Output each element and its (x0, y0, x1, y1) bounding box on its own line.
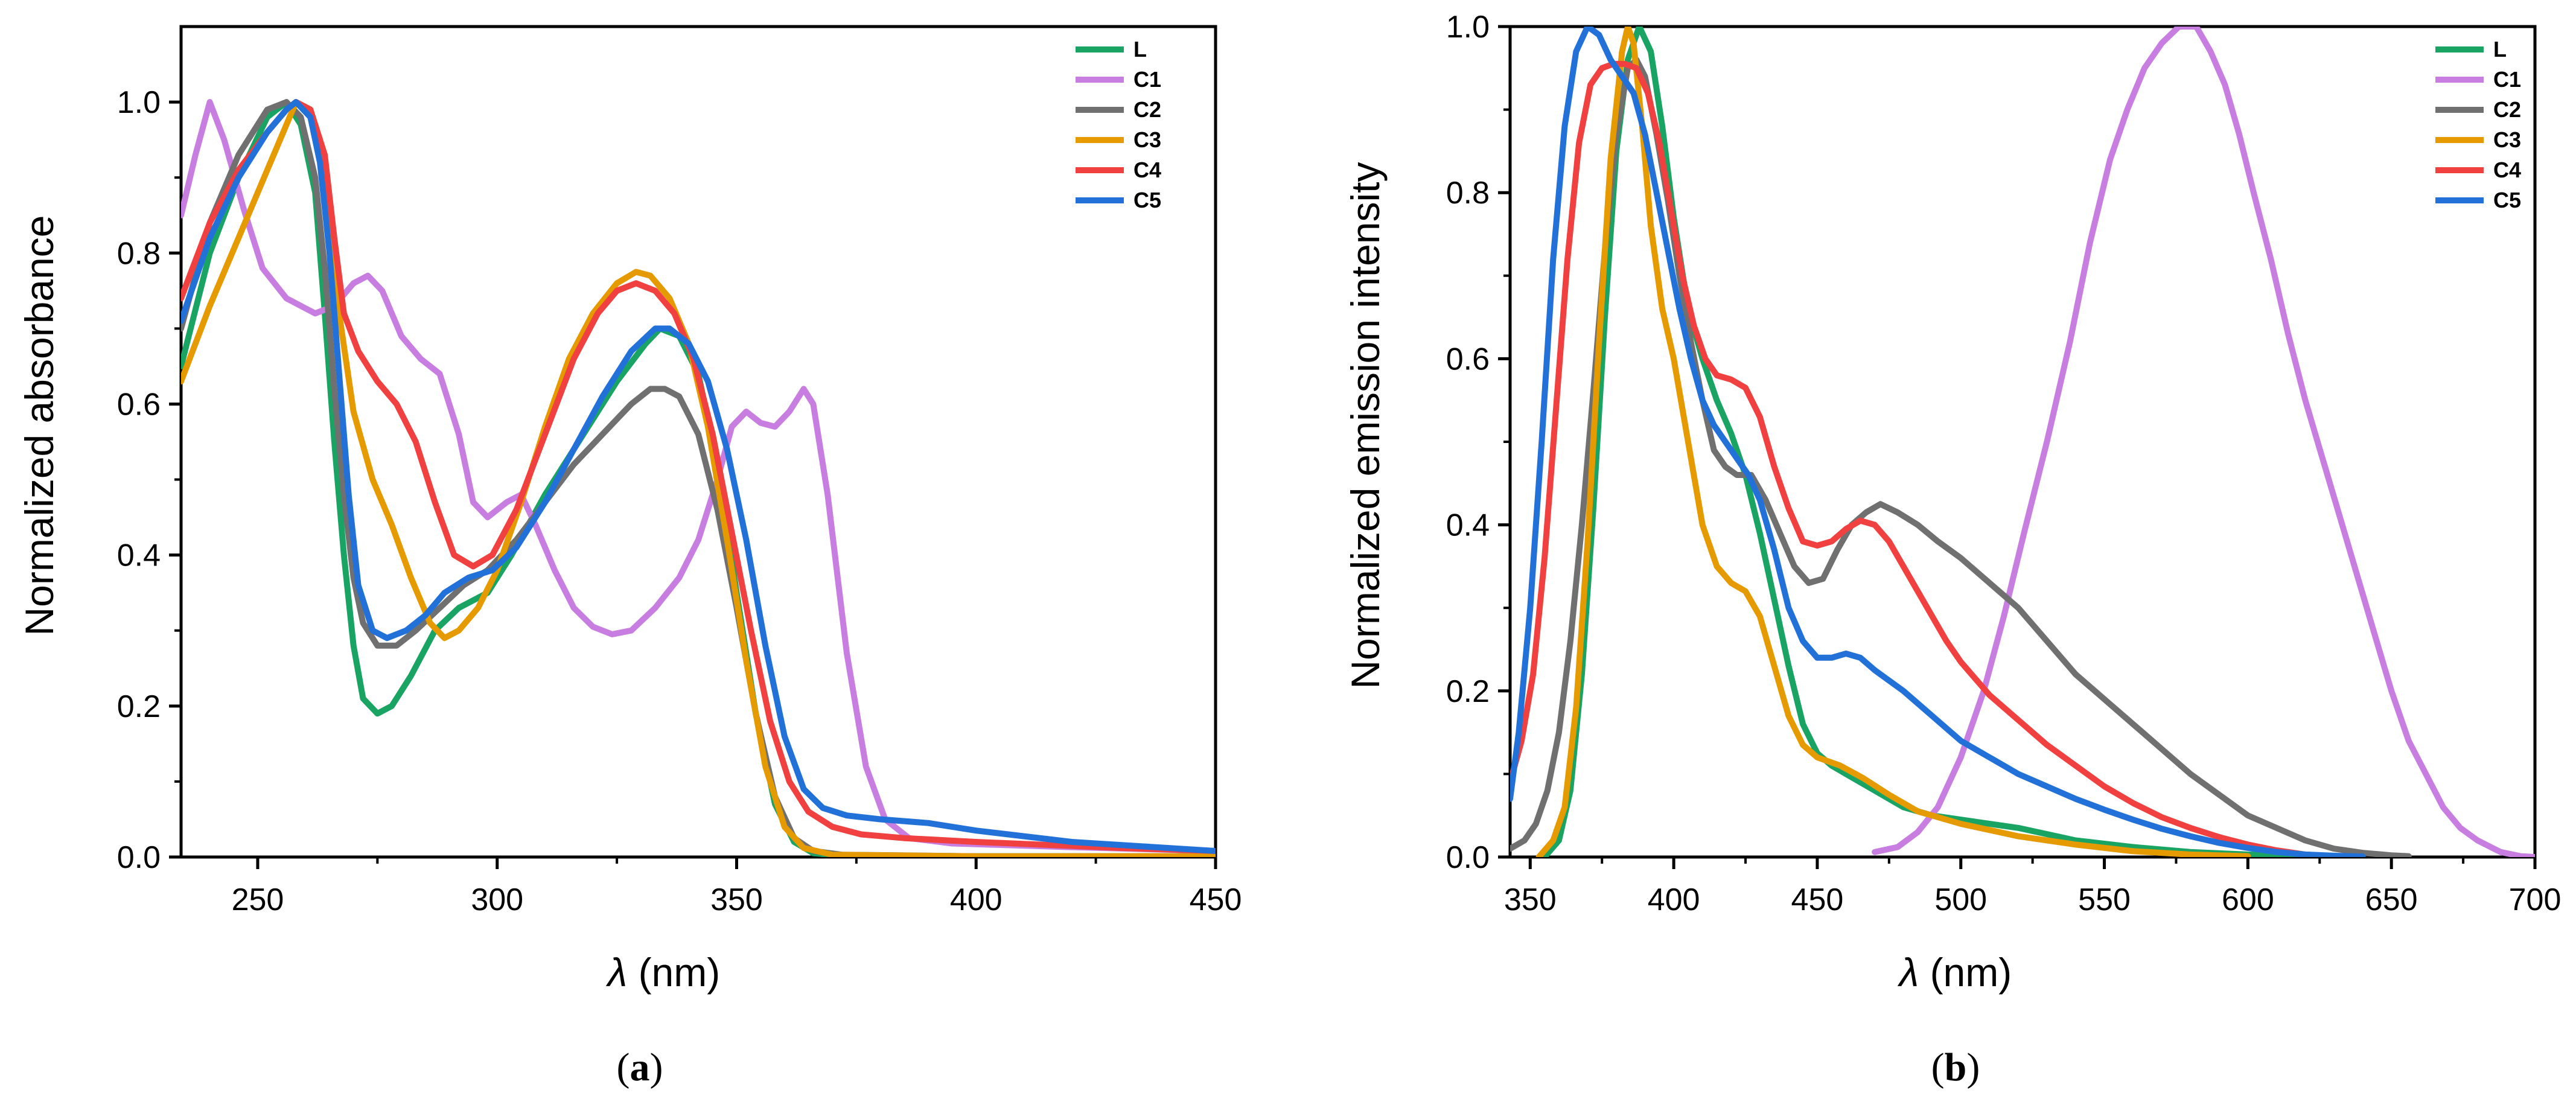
chart0-x-tick-label: 250 (232, 882, 284, 917)
chart1-x-tick-label: 400 (1648, 882, 1700, 917)
legend-label-c5: C5 (1133, 188, 1161, 212)
chart1-y-tick-label: 0.8 (1446, 176, 1490, 211)
chart1-y-tick-label: 0.4 (1446, 508, 1490, 543)
chart0-x-tick-label: 350 (710, 882, 763, 917)
legend-label-c4: C4 (2493, 158, 2521, 182)
legend-label-c3: C3 (2493, 127, 2521, 152)
chart1-y-tick-label: 1.0 (1446, 10, 1490, 45)
chart0-y-tick-label: 1.0 (117, 85, 161, 120)
chart0-x-tick-label: 400 (950, 882, 1003, 917)
series-line-c1 (181, 99, 1216, 854)
chart0-y-tick-label: 0.4 (117, 538, 161, 573)
legend-label-c1: C1 (2493, 67, 2521, 92)
legend-label-c5: C5 (2493, 188, 2521, 212)
chart1-x-tick-label: 450 (1791, 882, 1844, 917)
chart1-x-tick-label: 700 (2509, 882, 2562, 917)
series-line-c5 (181, 99, 1216, 854)
legend-label-c2: C2 (1133, 97, 1161, 122)
chart0-legend: L C1 C2 C3 C4 C5 (1076, 37, 1161, 212)
x-axis-title-absorbance: λ (nm) (606, 950, 720, 995)
series-line-c5 (1510, 27, 2366, 857)
x-axis-title-emission: λ (nm) (1898, 950, 2012, 995)
chart0-plot-frame (179, 25, 1217, 859)
series-line-l (1541, 27, 2309, 857)
legend-label-c1: C1 (1133, 67, 1161, 92)
legend-label-l: L (2493, 37, 2507, 62)
y-axis-title-absorbance: Normalized absorbance (17, 215, 62, 636)
chart1-x-tick-label: 550 (2078, 882, 2131, 917)
legend-label-c4: C4 (1133, 158, 1161, 182)
chart1-x-tick-label: 350 (1504, 882, 1557, 917)
series-line-c1 (1872, 27, 2535, 857)
legend-label-c3: C3 (1133, 127, 1161, 152)
legend-label-l: L (1133, 37, 1147, 62)
panel-label-b: (b) (1931, 1045, 1980, 1089)
absorbance-chart: Normalized absorbance λ (nm) (a) 250 300 3… (17, 25, 1242, 1089)
chart0-y-tick-label: 0.6 (117, 387, 161, 422)
series-line-c4 (181, 99, 1216, 854)
chart1-x-tick-label: 650 (2365, 882, 2418, 917)
panel-label-a: (a) (617, 1045, 663, 1089)
chart1-x-tick-label: 600 (2222, 882, 2274, 917)
chart1-y-tick-label: 0.0 (1446, 840, 1490, 875)
chart1-series-group (1510, 27, 2535, 857)
chart1-y-tick-label: 0.6 (1446, 342, 1490, 377)
y-axis-title-emission: Normalized emission intensity (1343, 162, 1388, 689)
chart0-series-group (181, 99, 1216, 857)
chart0-y-tick-label: 0.2 (117, 689, 161, 724)
chart0-x-tick-label: 450 (1190, 882, 1242, 917)
legend-label-c2: C2 (2493, 97, 2521, 122)
chart1-legend: L C1 C2 C3 C4 C5 (2435, 37, 2521, 212)
emission-chart: Normalized emission intensity λ (nm) (b)… (1343, 10, 2561, 1089)
chart0-x-tick-label: 300 (471, 882, 523, 917)
chart1-y-tick-label: 0.2 (1446, 674, 1490, 709)
series-line-c4 (1510, 60, 2338, 857)
chart0-y-tick-label: 0.8 (117, 236, 161, 271)
chart0-y-tick-label: 0.0 (117, 840, 161, 875)
series-line-c3 (1535, 27, 2251, 857)
chart1-x-tick-label: 500 (1934, 882, 1987, 917)
